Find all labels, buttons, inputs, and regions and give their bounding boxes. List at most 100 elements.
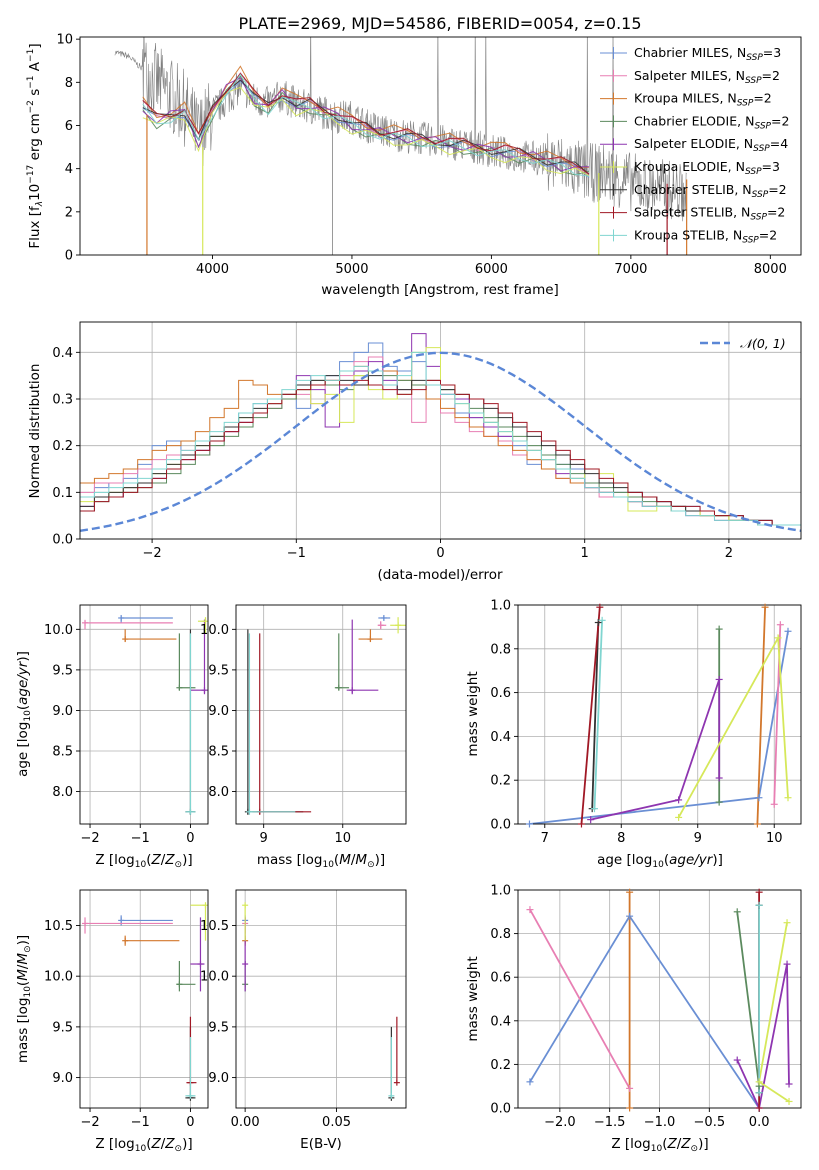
legend-entry: Kroupa MILES, NSSP=2	[634, 91, 772, 109]
x-tick-label: 10	[766, 831, 783, 846]
model-spectrum-line	[142, 79, 590, 175]
x-tick-label: −1	[131, 1115, 150, 1130]
observed-spectrum-line	[114, 37, 687, 222]
y-tick-label: 9.5	[52, 1020, 73, 1035]
mass-weight-line	[529, 909, 631, 1089]
y-tick-label: 0.2	[52, 439, 73, 454]
legend-entry: Salpeter MILES, NSSP=2	[634, 68, 780, 86]
y-tick-label: 0.0	[490, 818, 511, 833]
legend-entry: Salpeter ELODIE, NSSP=4	[634, 136, 788, 154]
x-axis-label: age [log10(age/yr)]	[597, 852, 723, 870]
y-tick-label: 0.6	[490, 686, 511, 701]
axes-frame	[517, 604, 802, 825]
mass-vs-EBV-plot-area	[242, 902, 400, 1101]
mass-weight-line	[529, 631, 789, 824]
y-tick-label: 9.5	[208, 663, 229, 678]
spectrum-plot-area	[114, 37, 688, 255]
y-tick-label: 6	[65, 119, 73, 134]
x-tick-label: −0.5	[694, 1115, 726, 1130]
x-axis-label: mass [log10(M/M⊙)]	[257, 852, 385, 870]
y-tick-label: 8.5	[208, 745, 229, 760]
x-tick-label: 9	[260, 831, 268, 846]
axes-frame	[79, 604, 209, 825]
mass-weight-line	[580, 607, 601, 824]
y-tick-label: 0.2	[490, 1058, 511, 1073]
y-tick-label: 0	[65, 249, 73, 264]
residual-hist-plot-area	[80, 333, 801, 532]
y-tick-label: 0.8	[490, 642, 511, 657]
x-tick-label: 10	[334, 831, 351, 846]
x-tick-label: 4000	[196, 262, 229, 277]
axes-frame	[235, 889, 407, 1109]
legend-entry: Chabrier ELODIE, NSSP=2	[634, 113, 789, 131]
mass-weight-vs-age-plot-area	[529, 607, 789, 824]
x-tick-label: 8	[617, 831, 625, 846]
model-spectrum-line	[142, 72, 590, 175]
mass-weight-line	[591, 622, 600, 809]
x-axis-label: (data-model)/error	[377, 567, 503, 583]
legend-entry: Kroupa STELIB, NSSP=2	[634, 227, 777, 245]
x-tick-label: −2	[80, 1115, 99, 1130]
x-tick-label: −1	[287, 546, 306, 561]
x-tick-label: 7000	[614, 262, 647, 277]
y-tick-label: 10.0	[200, 623, 229, 638]
model-spectrum-line	[142, 73, 590, 177]
mass-weight-line	[736, 911, 760, 1087]
legend-entry: Salpeter STELIB, NSSP=2	[634, 205, 785, 223]
y-tick-label: 10.0	[200, 970, 229, 985]
mass-vs-Z-plot-area	[82, 902, 208, 1101]
mass-weight-line	[529, 914, 760, 1108]
axes-frame	[235, 604, 407, 825]
y-tick-label: 10.5	[44, 919, 73, 934]
x-tick-label: −2	[143, 546, 162, 561]
mass-vs-Z-axes: −2 −1 0 9.0 9.5 10.0 10.5	[44, 889, 209, 1130]
y-tick-label: 9.0	[52, 1071, 73, 1086]
age-vs-Z-axes: −2 −1 0 8.0 8.5 9.0 9.5 10.0	[44, 604, 209, 846]
legend-entry: Kroupa ELODIE, NSSP=3	[634, 159, 780, 177]
x-tick-label: −2	[80, 831, 99, 846]
hist-legend: 𝒩(0, 1)	[700, 336, 786, 351]
mass-vs-EBV-axes: 0.00 0.05 9.0 9.5 10.0 10.5	[200, 889, 407, 1130]
x-tick-label: 8000	[754, 262, 787, 277]
x-tick-label: 0	[436, 546, 444, 561]
y-tick-label: 10	[56, 33, 73, 48]
y-tick-label: 0.0	[52, 533, 73, 548]
x-tick-label: −1.0	[644, 1115, 676, 1130]
y-tick-label: 0.4	[490, 1014, 511, 1029]
normal-curve	[80, 351, 801, 532]
x-tick-label: 2	[725, 546, 733, 561]
y-tick-label: 9.0	[208, 1071, 229, 1086]
legend-entry: Chabrier STELIB, NSSP=2	[634, 182, 787, 200]
y-tick-label: 1.0	[490, 884, 511, 899]
model-spectrum-line	[142, 86, 590, 177]
x-tick-label: 0	[186, 1115, 194, 1130]
mass-weight-vs-age-axes: 7 8 9 10 0.0 0.2 0.4 0.6 0.8 1.0	[490, 599, 802, 846]
legend-entry: Chabrier MILES, NSSP=3	[634, 45, 781, 63]
y-tick-label: 8.0	[52, 785, 73, 800]
y-tick-label: 1.0	[490, 599, 511, 614]
y-tick-label: 0.0	[490, 1102, 511, 1117]
y-tick-label: 8.0	[208, 785, 229, 800]
mass-weight-line	[593, 620, 603, 809]
legend-entry: 𝒩(0, 1)	[740, 336, 786, 351]
y-tick-label: 9.0	[52, 704, 73, 719]
y-tick-label: 9.0	[208, 704, 229, 719]
x-tick-label: −1.5	[594, 1115, 626, 1130]
y-axis-label: Normed distribution	[27, 364, 43, 499]
x-tick-label: 1	[581, 546, 589, 561]
x-axis-label: E(B-V)	[300, 1136, 342, 1152]
histogram-series	[80, 351, 801, 526]
mass-weight-vs-Z-axes: −2.0 −1.5 −1.0 −0.5 0.0 0.0 0.2 0.4 0.6 0.8 1.0	[490, 884, 802, 1130]
residual-hist-axes: −2 −1 0 1 2 0.0 0.1 0.2 0.3 0.4	[52, 321, 802, 561]
x-tick-label: 0	[186, 831, 194, 846]
y-tick-label: 10.0	[44, 970, 73, 985]
x-tick-label: 5000	[335, 262, 368, 277]
y-tick-label: 0.3	[52, 393, 73, 408]
mass-weight-line	[758, 922, 790, 1103]
y-tick-label: 0.4	[490, 730, 511, 745]
y-tick-label: 0.6	[490, 971, 511, 986]
y-tick-label: 4	[65, 162, 73, 177]
y-tick-label: 0.2	[490, 774, 511, 789]
